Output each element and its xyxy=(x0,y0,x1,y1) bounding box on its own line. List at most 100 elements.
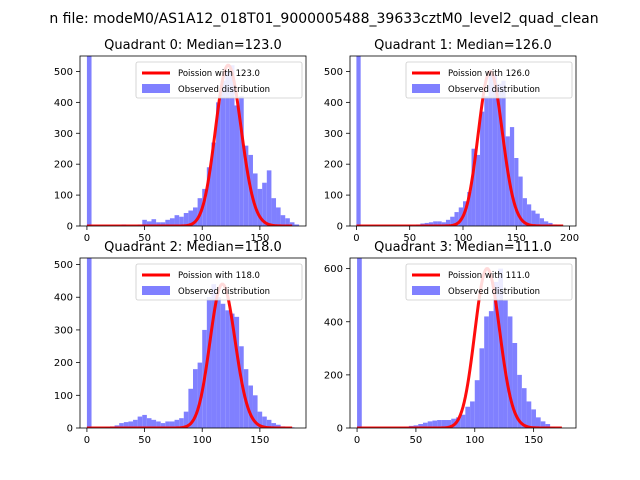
histogram-bar xyxy=(137,416,143,428)
legend-box xyxy=(135,61,303,99)
x-tick-label: 150 xyxy=(524,435,543,446)
histogram-bar xyxy=(475,154,481,226)
histogram-bar xyxy=(169,421,175,428)
histogram-bar xyxy=(484,316,489,428)
histogram-bar xyxy=(501,80,506,226)
y-tick-label: 300 xyxy=(324,129,343,140)
y-tick-label: 200 xyxy=(54,160,73,171)
y-tick-label: 400 xyxy=(54,293,73,304)
histogram-bar xyxy=(488,71,493,226)
histogram-bar xyxy=(535,213,540,226)
y-tick-label: 100 xyxy=(324,191,343,202)
axes-frame xyxy=(79,257,307,429)
histogram-bar xyxy=(183,411,189,428)
x-tick-label: 100 xyxy=(453,233,472,244)
histogram-bar xyxy=(356,56,361,226)
histogram-bar xyxy=(441,222,446,226)
x-tick-label: 0 xyxy=(84,233,90,244)
histogram-bar xyxy=(460,414,466,428)
histogram-bar xyxy=(193,369,198,428)
histogram-bar xyxy=(493,281,499,428)
histogram-bar xyxy=(441,420,447,428)
y-tick-label: 200 xyxy=(54,358,73,369)
y-tick-label: 400 xyxy=(54,98,73,109)
histogram-bar xyxy=(474,380,480,428)
y-tick-label: 0 xyxy=(337,222,343,233)
histogram-bar xyxy=(522,198,527,226)
histogram-bar xyxy=(509,127,515,226)
histogram-bar xyxy=(239,96,244,226)
y-tick-label: 100 xyxy=(54,191,73,202)
histogram-bar xyxy=(160,222,166,226)
histogram-bar xyxy=(133,419,138,428)
poisson-curve xyxy=(356,267,563,428)
histogram-bar xyxy=(165,421,170,428)
x-tick-label: 50 xyxy=(138,233,151,244)
histogram-bar xyxy=(285,218,290,226)
histogram-bar xyxy=(521,388,527,428)
y-tick-label: 0 xyxy=(67,222,73,233)
y-tick-label: 200 xyxy=(324,370,343,381)
histogram-bar xyxy=(294,224,300,226)
histogram-bar xyxy=(211,284,217,428)
axes-frame xyxy=(79,55,307,227)
histogram-bar xyxy=(211,142,217,226)
legend-observed-label: Observed distribution xyxy=(178,85,270,95)
legend-poisson-label: Poission with 111.0 xyxy=(448,271,530,281)
histogram-bar xyxy=(146,221,152,226)
histogram-bar xyxy=(151,419,157,428)
subplot-2: 0 50 100 150 0 100 200 300 400 500 Quadrant 2: Med… xyxy=(54,240,307,446)
x-tick-label: 100 xyxy=(193,435,212,446)
histogram-bar xyxy=(470,401,475,428)
histogram-bar xyxy=(497,83,502,226)
x-tick-label: 150 xyxy=(250,233,269,244)
histogram-bar xyxy=(548,222,553,226)
histogram-bar xyxy=(216,102,221,226)
histogram-bar xyxy=(142,219,147,226)
histogram-bar xyxy=(119,423,124,428)
histogram-bar xyxy=(507,316,513,428)
legend-observed-swatch xyxy=(412,84,440,93)
plot-area xyxy=(356,258,563,428)
histogram-bar xyxy=(248,385,253,428)
histogram-bar xyxy=(271,423,277,428)
subplot-title: Quadrant 2: Median=118.0 xyxy=(104,240,282,255)
histogram-bar xyxy=(86,56,92,226)
histogram-bar xyxy=(467,192,472,226)
plot-area xyxy=(86,56,300,226)
histogram-bar xyxy=(266,170,272,226)
histogram-bar xyxy=(539,218,545,226)
y-tick-label: 500 xyxy=(54,260,73,271)
y-tick-label: 0 xyxy=(67,424,73,435)
subplot-title: Quadrant 0: Median=123.0 xyxy=(104,38,282,53)
subplot-title: Quadrant 3: Median=111.0 xyxy=(374,240,552,255)
histogram-bar xyxy=(225,310,230,428)
histogram-bar xyxy=(458,207,463,226)
histogram-bar xyxy=(540,421,546,428)
legend-box xyxy=(405,263,573,301)
histogram-bar xyxy=(123,422,129,428)
histogram-bar xyxy=(252,173,258,226)
histogram-bar xyxy=(188,210,193,226)
histogram-bar xyxy=(174,419,180,428)
figure-title: n file: modeM0/AS1A12_018T01_9000005488_… xyxy=(49,11,598,27)
histogram-bar xyxy=(160,423,166,428)
histogram-bar xyxy=(220,80,226,226)
x-tick-label: 50 xyxy=(410,435,423,446)
histogram-bar xyxy=(514,158,519,226)
y-tick-label: 200 xyxy=(324,160,343,171)
y-tick-label: 100 xyxy=(54,391,73,402)
histogram-bar xyxy=(225,71,230,226)
histogram-bar xyxy=(262,416,267,428)
histogram-bar xyxy=(479,348,485,428)
histogram-bar xyxy=(165,219,170,226)
histogram-bar xyxy=(234,316,240,428)
subplot-1: 0 50 100 150 200 0 100 200 300 400 500 Quadrant 1: … xyxy=(324,38,579,244)
histogram-bar xyxy=(188,388,193,428)
legend-observed-swatch xyxy=(412,286,440,295)
histogram-bar xyxy=(289,222,295,226)
x-tick-label: 100 xyxy=(465,435,484,446)
histogram-bar xyxy=(151,219,157,226)
legend-box xyxy=(135,263,303,301)
